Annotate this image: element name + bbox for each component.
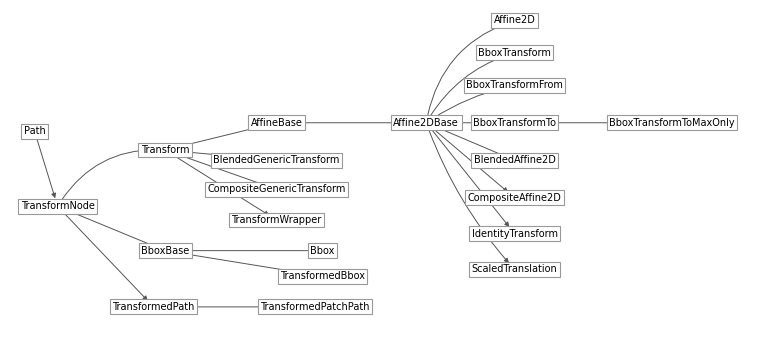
Text: BboxTransformFrom: BboxTransformFrom	[466, 80, 563, 90]
Text: Path: Path	[24, 126, 45, 136]
Text: TransformedPatchPath: TransformedPatchPath	[260, 302, 369, 312]
Text: Affine2DBase: Affine2DBase	[393, 118, 459, 128]
Text: Bbox: Bbox	[310, 246, 335, 256]
Text: ScaledTranslation: ScaledTranslation	[472, 264, 558, 275]
Text: TransformedPath: TransformedPath	[112, 302, 195, 312]
Text: BlendedAffine2D: BlendedAffine2D	[474, 155, 555, 165]
Text: TransformNode: TransformNode	[21, 201, 94, 211]
Text: BlendedGenericTransform: BlendedGenericTransform	[214, 155, 339, 165]
Text: CompositeGenericTransform: CompositeGenericTransform	[207, 184, 346, 194]
Text: TransformedBbox: TransformedBbox	[280, 271, 365, 281]
Text: TransformWrapper: TransformWrapper	[231, 215, 322, 225]
Text: AffineBase: AffineBase	[250, 118, 303, 128]
Text: CompositeAffine2D: CompositeAffine2D	[468, 193, 561, 203]
Text: IdentityTransform: IdentityTransform	[472, 228, 558, 239]
Text: BboxTransformToMaxOnly: BboxTransformToMaxOnly	[609, 118, 735, 128]
Text: BboxTransform: BboxTransform	[478, 48, 551, 58]
Text: BboxBase: BboxBase	[141, 246, 189, 256]
Text: BboxTransformTo: BboxTransformTo	[473, 118, 556, 128]
Text: Affine2D: Affine2D	[494, 15, 535, 26]
Text: Transform: Transform	[141, 145, 190, 155]
